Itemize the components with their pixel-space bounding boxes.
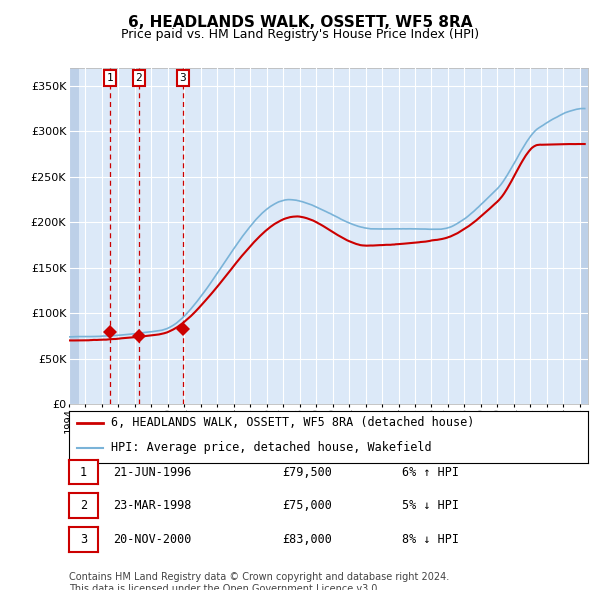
Text: 23-MAR-1998: 23-MAR-1998 [113,499,191,512]
Text: 8% ↓ HPI: 8% ↓ HPI [402,533,459,546]
Text: 5% ↓ HPI: 5% ↓ HPI [402,499,459,512]
Text: 1: 1 [80,466,87,478]
Text: 20-NOV-2000: 20-NOV-2000 [113,533,191,546]
Text: £75,000: £75,000 [282,499,332,512]
Bar [581,68,589,404]
Text: £83,000: £83,000 [282,533,332,546]
Text: £79,500: £79,500 [282,466,332,478]
Text: 2: 2 [80,499,87,512]
Bar [69,68,79,404]
Text: 3: 3 [80,533,87,546]
Text: 6% ↑ HPI: 6% ↑ HPI [402,466,459,478]
Text: 2: 2 [136,73,142,83]
Text: Contains HM Land Registry data © Crown copyright and database right 2024.
This d: Contains HM Land Registry data © Crown c… [69,572,449,590]
Text: HPI: Average price, detached house, Wakefield: HPI: Average price, detached house, Wake… [110,441,431,454]
Text: 6, HEADLANDS WALK, OSSETT, WF5 8RA (detached house): 6, HEADLANDS WALK, OSSETT, WF5 8RA (deta… [110,416,474,429]
Text: Price paid vs. HM Land Registry's House Price Index (HPI): Price paid vs. HM Land Registry's House … [121,28,479,41]
Text: 6, HEADLANDS WALK, OSSETT, WF5 8RA: 6, HEADLANDS WALK, OSSETT, WF5 8RA [128,15,472,30]
Text: 1: 1 [106,73,113,83]
Text: 3: 3 [179,73,186,83]
Text: 21-JUN-1996: 21-JUN-1996 [113,466,191,478]
